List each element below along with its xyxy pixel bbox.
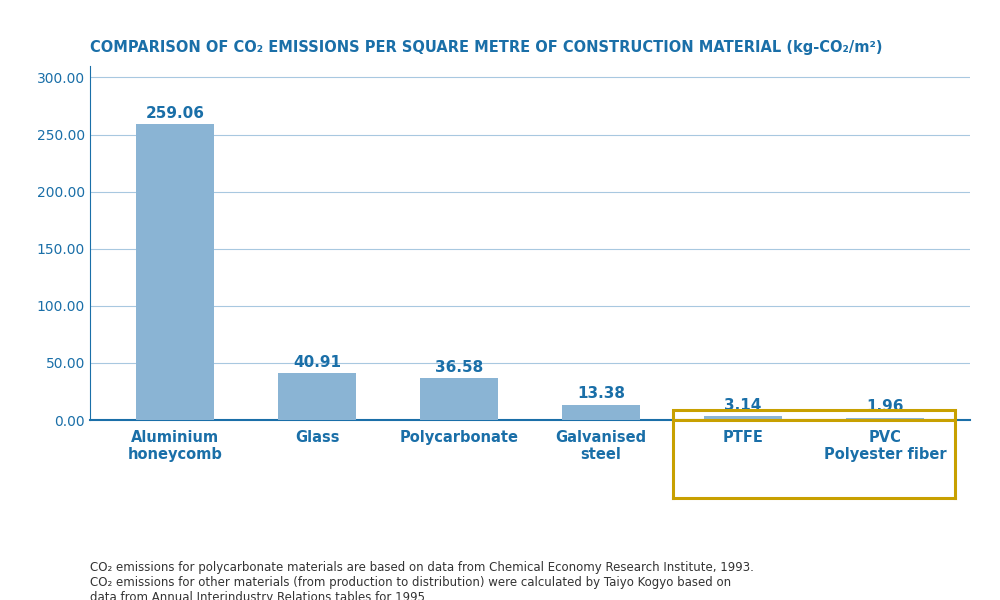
Bar xyxy=(278,373,356,420)
Text: 259.06: 259.06 xyxy=(146,106,205,121)
Bar xyxy=(562,405,640,420)
Text: 1.96: 1.96 xyxy=(866,400,904,415)
Bar xyxy=(420,378,498,420)
Bar xyxy=(846,418,924,420)
Text: 13.38: 13.38 xyxy=(577,386,625,401)
Bar xyxy=(704,416,782,420)
Bar xyxy=(136,124,214,420)
Text: 40.91: 40.91 xyxy=(293,355,341,370)
Text: 36.58: 36.58 xyxy=(435,360,483,375)
Text: COMPARISON OF CO₂ EMISSIONS PER SQUARE METRE OF CONSTRUCTION MATERIAL (kg-CO₂/m²: COMPARISON OF CO₂ EMISSIONS PER SQUARE M… xyxy=(90,40,883,55)
Text: CO₂ emissions for polycarbonate materials are based on data from Chemical Econom: CO₂ emissions for polycarbonate material… xyxy=(90,561,754,600)
Bar xyxy=(673,410,955,420)
Text: 3.14: 3.14 xyxy=(724,398,762,413)
